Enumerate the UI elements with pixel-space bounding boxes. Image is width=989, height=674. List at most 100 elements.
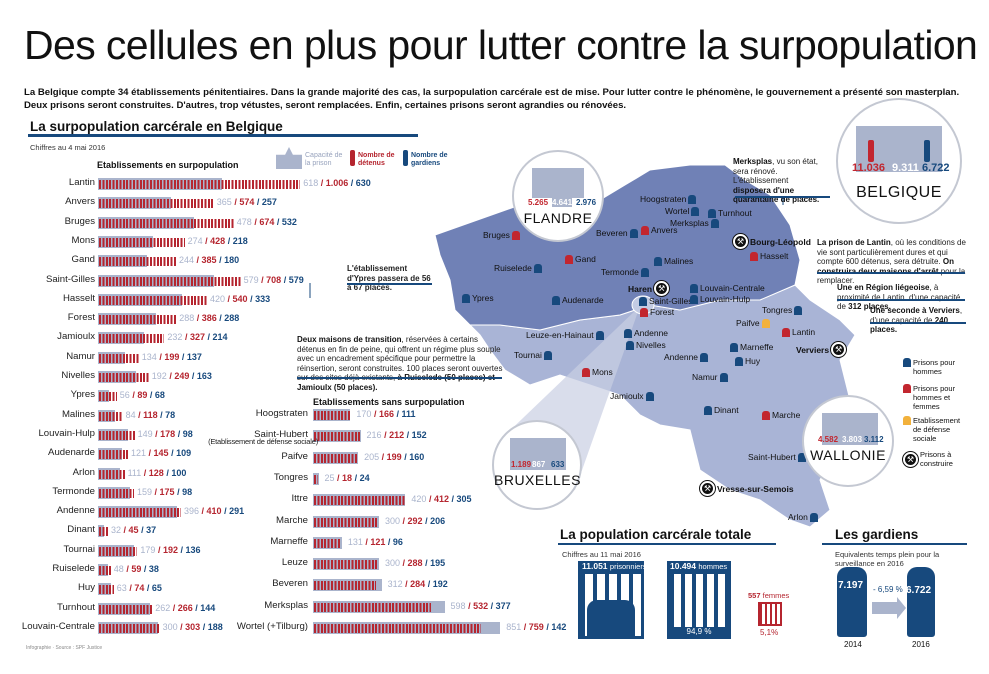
prison-marker-icon	[708, 208, 716, 218]
note-bold: 312 places.	[848, 302, 891, 311]
population-date: Chiffres au 11 mai 2016	[562, 550, 641, 559]
prison-marker-icon	[640, 267, 649, 277]
prison-marker-icon	[782, 327, 790, 337]
guards-value: / 65	[146, 583, 162, 594]
guards-value: / 109	[171, 448, 192, 459]
women-label: femmes	[762, 591, 790, 600]
map-label: Lantin	[792, 327, 816, 337]
guards-2014-value: 7.197	[838, 580, 864, 591]
legend-label: Etablissement de défense sociale	[913, 416, 961, 443]
map-marker-malines: Malines	[654, 256, 693, 266]
category-label: Lantin	[68, 177, 95, 188]
capacity-value: 48	[113, 564, 124, 574]
note-text: , d'une capacité de	[870, 306, 963, 325]
guards-value: / 96	[387, 536, 403, 547]
map-label: Anvers	[651, 225, 678, 235]
note-text: , vu son état, sera rénové. L'établissem…	[733, 157, 818, 185]
ypres-note: L'établissement d'Ypres passera de 56 à …	[347, 264, 431, 292]
capacity-value: 851	[506, 622, 522, 632]
map-label: Wortel	[665, 206, 690, 216]
prison-marker-icon	[654, 256, 662, 266]
map-label: Arlon	[788, 512, 808, 522]
map-label: Andenne	[634, 328, 669, 338]
map-label: Tournai	[514, 350, 542, 360]
map-label: Marche	[772, 410, 801, 420]
category-label: Ypres	[70, 389, 95, 401]
bar-values: 121 / 145 / 109	[131, 448, 191, 458]
detainees-value: / 59	[126, 564, 142, 574]
guards-value: / 206	[425, 515, 446, 526]
detainees-value: / 292	[402, 515, 423, 526]
category-label: Audenarde	[48, 447, 95, 459]
note-rule	[837, 299, 965, 301]
capacity-value: 63	[116, 583, 127, 594]
detainees-value: / 128	[143, 467, 164, 478]
note-bold: Une en Région liégeoise	[837, 283, 930, 292]
note-bold: La prison de Lantin	[817, 238, 891, 247]
prison-marker-icon	[552, 295, 560, 305]
guard-2014-figure	[837, 567, 867, 637]
detainees-bar	[99, 546, 138, 556]
guards-value: / 78	[160, 409, 176, 420]
date-note: Chiffres au 4 mai 2016	[30, 143, 106, 152]
category-label: Marneffe	[270, 535, 308, 547]
guards-2016-value: 6.722	[906, 585, 932, 596]
bar-values: 192 / 249 / 163	[152, 371, 212, 381]
detainees-value: / 574	[234, 197, 255, 208]
note-rule	[870, 322, 966, 324]
capacity-value: 244	[179, 255, 195, 266]
category-label: Ittre	[291, 493, 308, 505]
prison-marker-icon	[511, 230, 520, 240]
detainees-bar	[99, 566, 111, 575]
guards-value: / 68	[149, 390, 165, 401]
map-label: Turnhout	[718, 208, 752, 218]
year-2016: 2016	[912, 640, 930, 649]
guards-value: / 163	[191, 371, 212, 381]
prison-marker-icon	[762, 410, 770, 420]
bar-values: 274 / 428 / 218	[188, 236, 248, 246]
detainees-value: / 45	[123, 525, 139, 536]
bar-values: 300 / 292 / 206	[385, 516, 445, 526]
map-label: Malines	[664, 256, 694, 266]
map-marker-paifve: Paifve	[736, 318, 770, 328]
map-marker-andenne2: Andenne	[664, 352, 709, 362]
prison-marker-icon	[624, 328, 632, 338]
detainees-bar	[314, 560, 378, 570]
detainees-value: / 412	[428, 494, 449, 505]
capacity-value: 478	[236, 216, 252, 227]
detainees-value: / 284	[405, 579, 426, 590]
detainees-bar	[99, 527, 108, 537]
bar-values: 63 / 74 / 65	[117, 583, 162, 593]
detainees-bar	[99, 450, 128, 460]
guard-figure-icon	[924, 140, 930, 162]
prison-marker-icon	[797, 452, 806, 462]
map-label: Ypres	[472, 293, 494, 303]
category-label: Wortel (+Tilburg)	[236, 621, 308, 632]
bruxelles-guards: 633	[551, 460, 565, 469]
map-marker-merksplas: Merksplas	[670, 218, 719, 228]
wallonie-guards: 3.112	[864, 435, 884, 444]
construction-icon: ⚒	[733, 234, 748, 249]
section-rule	[28, 134, 418, 137]
map-label: Mons	[592, 367, 613, 377]
detainees-value: / 175	[154, 486, 175, 497]
category-label: Hoogstraten	[255, 408, 308, 419]
map-label: Forest	[650, 307, 675, 317]
prison-marker-icon	[794, 305, 803, 315]
guards-value: / 218	[227, 235, 248, 246]
capacity-value: 149	[137, 428, 153, 439]
capacity-value: 312	[387, 579, 403, 590]
category-label: Malines	[61, 408, 95, 420]
capacity-value: 300	[385, 558, 401, 569]
capacity-value: 579	[243, 274, 259, 285]
legend-to-build: ⚒ Prisons à construire	[903, 450, 988, 468]
map-marker-huy: Huy	[735, 356, 760, 366]
paifve-note: (Etablissement de défense sociale)	[208, 437, 318, 446]
category-label: Mons	[71, 234, 95, 246]
capacity-value: 365	[216, 197, 232, 208]
map-marker-jamioulx: Jamioulx	[610, 391, 654, 401]
note-rule	[817, 272, 965, 274]
detainees-value: / 212	[384, 430, 405, 441]
total-label: prisonniers	[609, 562, 647, 571]
bruxelles-capacity: 867	[532, 460, 546, 469]
